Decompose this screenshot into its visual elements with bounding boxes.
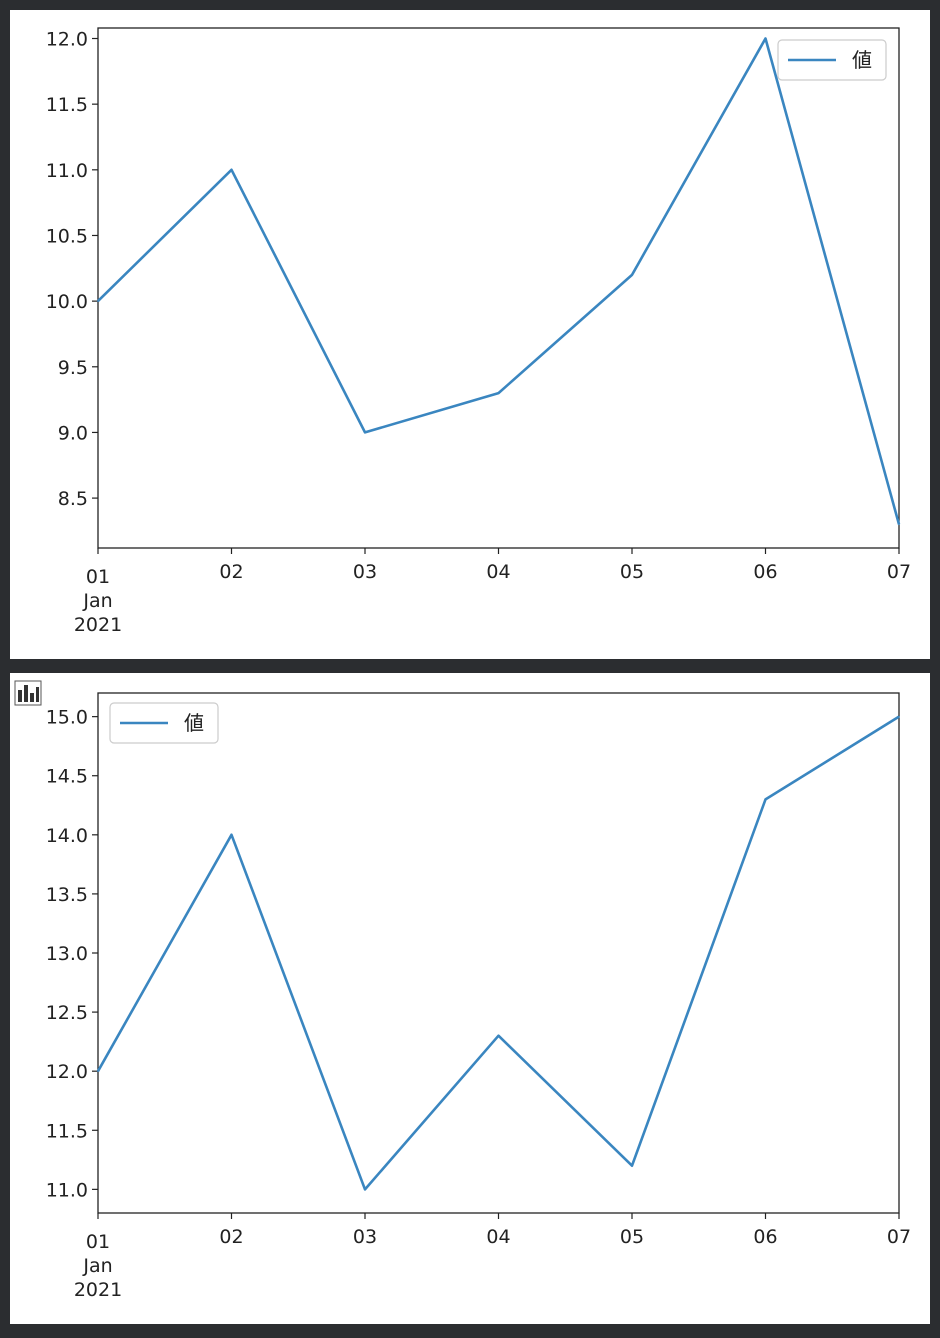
x-tick-label: 01 bbox=[86, 1231, 110, 1253]
data-point bbox=[631, 274, 633, 276]
y-tick-label: 14.0 bbox=[46, 825, 88, 847]
y-tick-label: 9.5 bbox=[58, 357, 88, 379]
y-tick-label: 12.0 bbox=[46, 29, 88, 51]
y-tick-label: 11.5 bbox=[46, 1120, 88, 1142]
x-tick-label: 05 bbox=[620, 561, 644, 583]
y-tick-label: 8.5 bbox=[58, 488, 88, 510]
series-line-2 bbox=[96, 715, 900, 1191]
y-tick-label: 13.0 bbox=[46, 943, 88, 965]
x-tick-label: 06 bbox=[753, 561, 777, 583]
x-tick-label: 05 bbox=[620, 1226, 644, 1248]
y-tick-label: 12.0 bbox=[46, 1061, 88, 1083]
bar-chart-icon[interactable] bbox=[14, 680, 42, 706]
x-tick-sublabel: 2021 bbox=[74, 614, 122, 636]
data-point bbox=[497, 392, 500, 394]
line-chart-2: 11.0 11.5 12.0 12.5 13.0 13.5 14.0 14.5 15.0 01 02… bbox=[46, 692, 911, 1301]
data-point bbox=[97, 300, 99, 302]
chart-panel-2: 11.0 11.5 12.0 12.5 13.0 13.5 14.0 14.5 15.0 01 02… bbox=[10, 673, 930, 1324]
data-point bbox=[898, 523, 900, 526]
y-tick-label: 9.0 bbox=[58, 422, 88, 444]
x-tick-sublabel: 2021 bbox=[74, 1279, 122, 1301]
x-tick-label: 02 bbox=[219, 561, 243, 583]
series-line-1 bbox=[97, 37, 901, 525]
x-tick-sublabel: Jan bbox=[82, 1255, 112, 1277]
data-point bbox=[364, 1188, 366, 1191]
y-tick-label: 13.5 bbox=[46, 884, 88, 906]
y-tick-label: 11.5 bbox=[46, 94, 88, 116]
data-point bbox=[97, 1070, 99, 1072]
legend-label: 値 bbox=[184, 711, 204, 735]
data-point bbox=[764, 37, 767, 40]
x-tick-label: 02 bbox=[219, 1226, 243, 1248]
data-point bbox=[497, 1034, 500, 1037]
x-tick-label: 04 bbox=[486, 1226, 510, 1248]
y-tick-label: 11.0 bbox=[46, 1179, 88, 1201]
x-tick-label: 01 bbox=[86, 566, 110, 588]
plot-frame-1 bbox=[97, 27, 900, 549]
data-point bbox=[764, 798, 767, 801]
data-point bbox=[898, 715, 900, 718]
legend-label: 値 bbox=[852, 48, 872, 72]
x-tick-sublabel: Jan bbox=[82, 590, 112, 612]
data-point bbox=[230, 169, 233, 171]
x-tick-label: 06 bbox=[753, 1226, 777, 1248]
data-point bbox=[230, 834, 233, 836]
y-tick-label: 11.0 bbox=[46, 160, 88, 182]
chart-panel-1: 8.5 9.0 9.5 10.0 10.5 11.0 11.5 12.0 01 02 03 04 05 0… bbox=[10, 10, 930, 659]
y-tick-label: 15.0 bbox=[46, 707, 88, 729]
x-tick-label: 03 bbox=[353, 561, 377, 583]
data-point bbox=[631, 1164, 633, 1167]
x-tick-label: 07 bbox=[887, 561, 911, 583]
x-tick-label: 03 bbox=[353, 1226, 377, 1248]
y-tick-label: 12.5 bbox=[46, 1002, 88, 1024]
y-tick-label: 10.0 bbox=[46, 291, 88, 313]
y-tick-label: 14.5 bbox=[46, 766, 88, 788]
y-tick-label: 10.5 bbox=[46, 225, 88, 247]
x-tick-label: 07 bbox=[887, 1226, 911, 1248]
data-point bbox=[364, 431, 366, 434]
line-chart-1: 8.5 9.0 9.5 10.0 10.5 11.0 11.5 12.0 01 02 03 04 05 0… bbox=[46, 27, 911, 636]
x-tick-label: 04 bbox=[486, 561, 510, 583]
plot-frame-2 bbox=[97, 692, 900, 1214]
